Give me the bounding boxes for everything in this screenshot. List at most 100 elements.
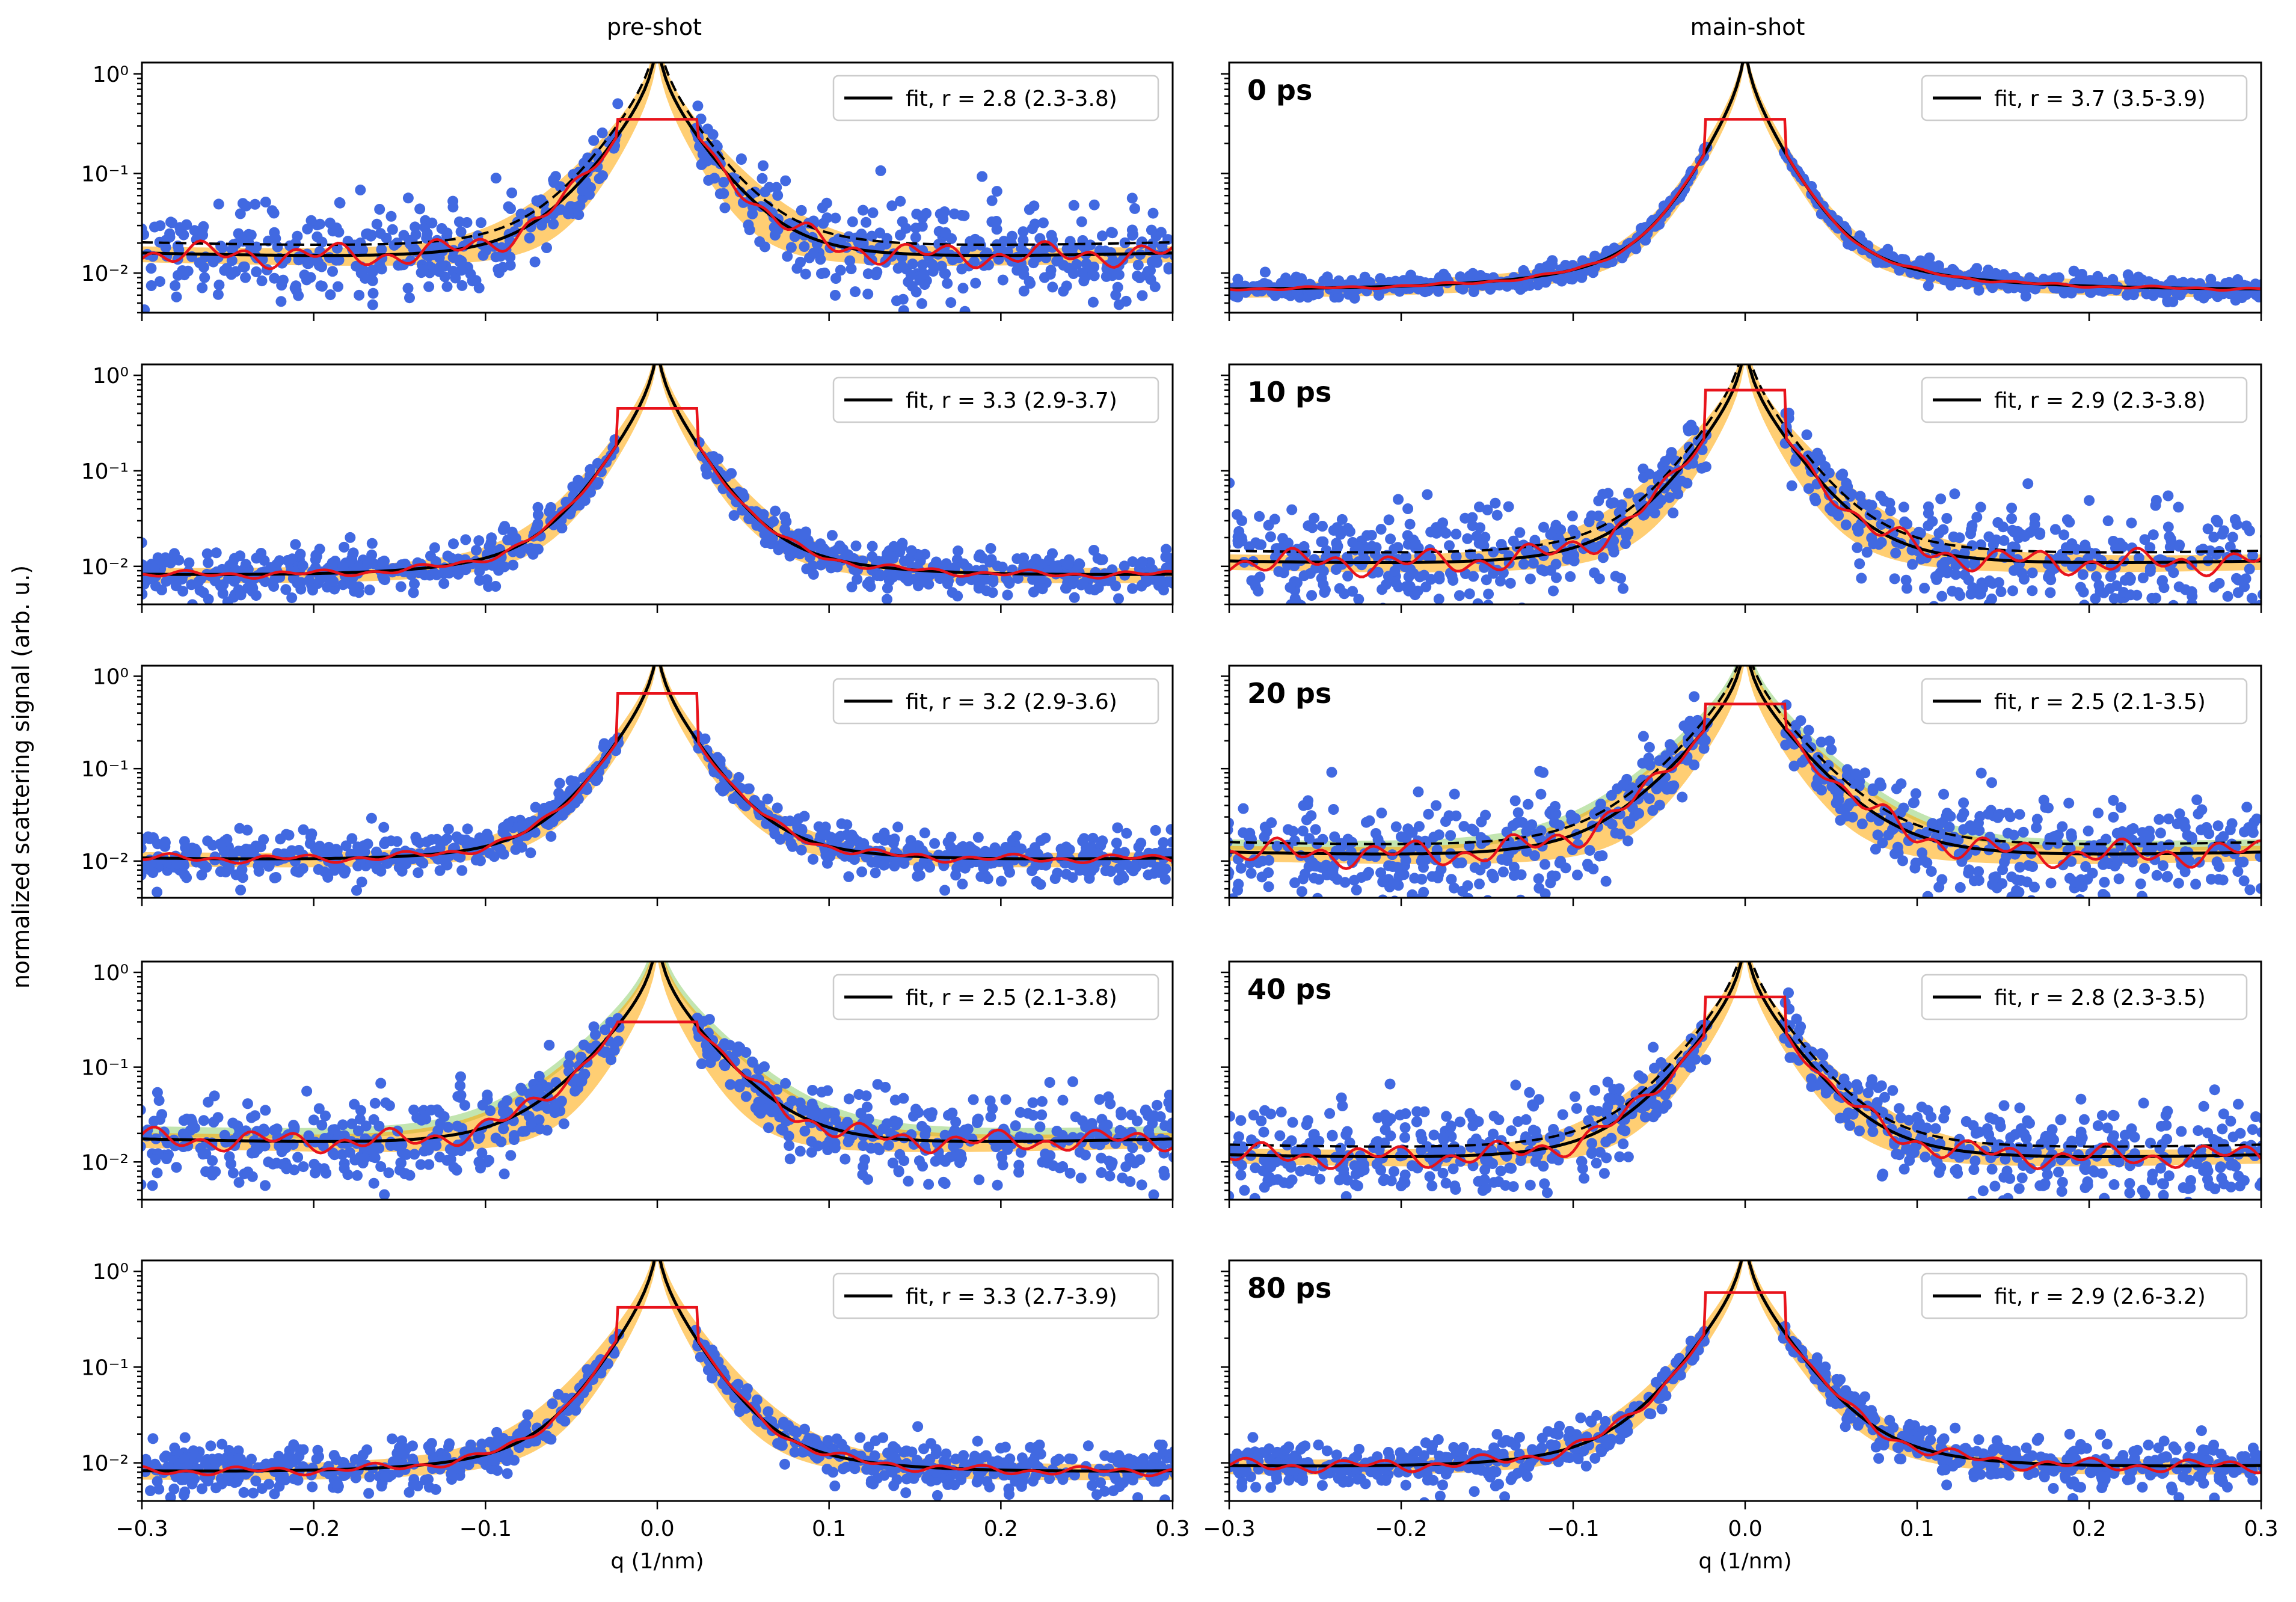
data-point	[1007, 230, 1018, 242]
data-point	[308, 1114, 319, 1126]
data-point	[1640, 235, 1651, 246]
data-point	[887, 1158, 898, 1168]
data-point	[1032, 252, 1043, 263]
data-point	[395, 581, 407, 592]
data-point	[529, 1085, 540, 1096]
data-point	[373, 862, 384, 873]
data-point	[505, 251, 516, 263]
data-point	[1018, 235, 1029, 246]
data-point	[808, 569, 819, 580]
data-point	[505, 260, 516, 271]
data-point	[612, 98, 624, 109]
data-point	[569, 1085, 581, 1097]
data-point	[918, 1443, 929, 1455]
data-point	[886, 200, 898, 212]
y-tick-label: 10⁻²	[81, 850, 129, 874]
data-point	[820, 545, 830, 556]
y-tick-label: 10⁻¹	[81, 1056, 129, 1081]
data-point	[1119, 560, 1130, 572]
data-point	[2161, 287, 2172, 299]
data-point	[443, 1441, 454, 1452]
data-point	[939, 206, 950, 218]
data-point	[369, 1152, 381, 1164]
data-point	[235, 550, 246, 562]
data-point	[820, 1107, 832, 1119]
data-point	[161, 1153, 172, 1164]
data-point	[940, 1156, 951, 1167]
data-point	[795, 257, 806, 268]
x-axis-label: q (1/nm)	[610, 1549, 704, 1574]
data-point	[1375, 524, 1387, 535]
data-point	[1087, 1480, 1097, 1491]
data-point	[359, 1153, 370, 1164]
data-point	[1668, 508, 1679, 518]
data-point	[1876, 519, 1887, 530]
data-point	[426, 217, 438, 229]
data-point	[2091, 571, 2102, 582]
data-point	[1054, 1453, 1064, 1465]
data-point	[573, 209, 585, 221]
data-point	[784, 550, 796, 562]
data-point	[773, 544, 784, 556]
data-point	[917, 259, 929, 271]
data-point	[728, 510, 740, 521]
data-point	[1474, 502, 1485, 512]
data-point	[522, 1409, 533, 1420]
data-point	[197, 1149, 209, 1160]
data-point	[516, 820, 527, 832]
data-point	[311, 1453, 322, 1465]
data-point	[1148, 868, 1159, 879]
data-point	[888, 1441, 899, 1452]
legend-label: fit, r = 3.2 (2.9-3.6)	[906, 690, 1117, 714]
data-point	[368, 1177, 379, 1189]
data-point	[1057, 1094, 1069, 1106]
data-point	[1127, 1475, 1138, 1486]
plot-area	[142, 666, 1173, 898]
data-point	[1161, 544, 1172, 555]
data-point	[423, 281, 435, 292]
data-point	[1114, 1125, 1126, 1136]
data-point	[402, 283, 414, 294]
data-point	[1159, 874, 1171, 885]
data-point	[784, 1153, 796, 1165]
data-point	[251, 266, 262, 277]
data-point	[292, 1152, 304, 1163]
data-point	[181, 219, 192, 230]
data-point	[600, 1024, 611, 1036]
data-point	[209, 253, 220, 265]
data-point	[1018, 286, 1030, 297]
data-point	[921, 1473, 932, 1484]
data-point	[574, 499, 585, 511]
data-point	[998, 1123, 1009, 1135]
data-point	[388, 239, 400, 251]
data-point	[862, 1174, 873, 1185]
data-point	[2162, 295, 2173, 307]
data-point	[364, 1472, 375, 1482]
data-point	[865, 1475, 877, 1487]
y-tick-label: 10⁰	[93, 665, 129, 690]
data-point	[240, 559, 251, 570]
data-point	[1229, 477, 1235, 489]
data-point	[598, 738, 610, 749]
data-point	[414, 203, 426, 215]
data-point	[1047, 548, 1058, 559]
data-point	[1488, 547, 1499, 558]
data-point	[230, 869, 242, 880]
data-point	[401, 1149, 412, 1160]
data-point	[295, 548, 306, 560]
data-point	[984, 1095, 996, 1106]
data-point	[997, 1159, 1008, 1171]
data-point	[1051, 256, 1063, 267]
data-point	[1623, 488, 1634, 499]
data-point	[1898, 502, 1909, 513]
data-point	[212, 289, 224, 300]
data-point	[923, 1108, 934, 1119]
data-point	[898, 858, 910, 869]
data-point	[1035, 835, 1046, 846]
data-point	[2168, 600, 2179, 604]
data-point	[966, 574, 977, 586]
data-point	[981, 1476, 993, 1487]
data-point	[502, 1095, 513, 1106]
data-point	[366, 538, 378, 549]
data-point	[985, 1111, 996, 1123]
